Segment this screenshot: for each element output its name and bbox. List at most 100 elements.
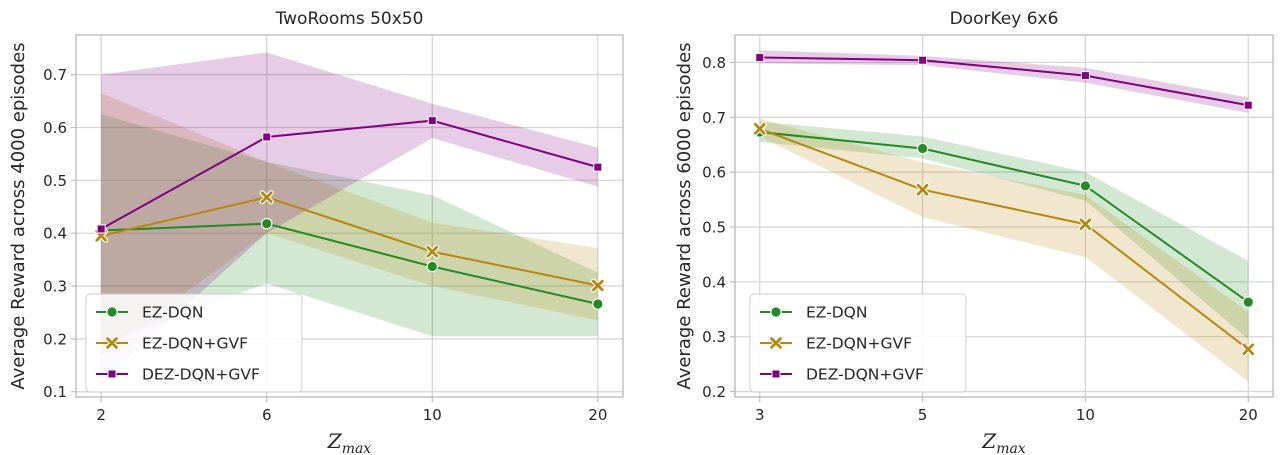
legend-item-ez-dqn: EZ-DQN [96,304,203,322]
marker-x-stroke [1242,343,1255,356]
legend-label: EZ-DQN [142,304,203,322]
chart-title: DoorKey 6x6 [950,9,1059,29]
x-axis-label: Zmax [327,429,372,455]
confidence-band-ez-dqn [759,121,1249,340]
data-point-ez-dqn-gvf [1241,342,1256,357]
marker-x-stroke [916,183,929,196]
y-axis-label: Average Reward across 4000 episodes [8,42,29,389]
plot-frame [75,34,624,398]
legend-label: EZ-DQN+GVF [142,335,248,353]
data-point-ez-dqn [916,142,929,155]
data-point-ez-dqn-gvf [915,182,930,197]
data-point-ez-dqn [426,260,439,273]
confidence-band-dez-dqn-gvf [759,50,1249,113]
x-axis-label: Zmax [981,429,1026,455]
y-tick-label: 0.6 [43,119,67,137]
y-tick-label: 0.5 [43,172,67,190]
x-tick-label: 20 [1239,406,1258,424]
legend: EZ-DQN EZ-DQN+GVF DEZ-DQN+GVF [749,293,967,393]
legend: EZ-DQN EZ-DQN+GVF DEZ-DQN+GVF [85,293,303,393]
confidence-band-dez-dqn-gvf [101,52,598,382]
x-axis-label-subscript: max [996,441,1026,455]
y-tick-label: 0.3 [702,328,726,346]
x-axis-label-subscript: max [342,441,372,455]
chart-title: TwoRooms 50x50 [275,9,424,29]
marker-x-stroke [592,279,604,292]
plot-frame [734,34,1274,398]
y-tick-label: 0.4 [702,273,726,291]
y-tick-label: 0.7 [702,109,726,127]
data-point-ez-dqn [592,298,604,310]
x-tick-label: 10 [423,406,442,424]
y-tick-label: 0.5 [702,218,726,236]
legend-marker [106,306,118,318]
legend-label: EZ-DQN [806,304,867,322]
x-axis-label-main: Z [327,429,343,453]
legend-item-ez-dqn-gvf: EZ-DQN+GVF [96,335,248,353]
data-point-ez-dqn-gvf [259,190,274,205]
marker-x-stroke [753,122,766,135]
y-tick-label: 0.4 [43,225,67,243]
y-tick-label: 0.1 [43,383,67,401]
series-line-ez-dqn [759,131,1249,303]
marker-x-stroke [106,337,118,349]
data-point-dez-dqn-gvf [593,162,603,172]
legend-item-dez-dqn-gvf: DEZ-DQN+GVF [760,366,924,384]
data-point-ez-dqn-gvf [590,278,605,293]
x-tick-label: 10 [1076,406,1095,424]
legend-label: DEZ-DQN+GVF [142,366,260,384]
marker-x-stroke [1079,218,1092,231]
legend-item-ez-dqn-gvf: EZ-DQN+GVF [760,335,912,353]
data-point-dez-dqn-gvf [96,224,106,234]
y-tick-label: 0.2 [702,383,726,401]
x-tick-label: 2 [96,406,106,424]
data-point-ez-dqn-gvf [752,121,767,136]
data-point-dez-dqn-gvf [1080,71,1090,81]
series-line-dez-dqn-gvf [759,56,1249,107]
chart-doorkey: 0.2 0.3 0.4 0.5 0.6 0.7 0.8 3 5 10 20 DoorKey 6x6 Av… [674,9,1274,455]
data-point-ez-dqn-gvf [1078,217,1093,232]
marker-x-stroke [426,245,439,258]
marker-x-stroke [260,191,273,204]
legend-box [749,293,967,393]
x-tick-label: 20 [588,406,607,424]
marker-x-stroke [770,337,782,349]
y-tick-label: 0.3 [43,278,67,296]
legend-label: DEZ-DQN+GVF [806,366,924,384]
data-point-ez-dqn [1242,296,1255,308]
legend-item-dez-dqn-gvf: DEZ-DQN+GVF [96,366,260,384]
y-tick-label: 0.2 [43,330,67,348]
data-point-dez-dqn-gvf [1243,100,1253,110]
legend-marker [770,306,782,318]
confidence-band-ez-dqn-gvf [759,118,1249,382]
legend-marker [107,369,117,379]
chart-tworooms: 0.1 0.2 0.3 0.4 0.5 0.6 0.7 2 6 10 20 TwoRooms 50x5… [8,9,624,455]
x-tick-label: 3 [755,406,765,424]
x-axis-label-main: Z [981,429,997,453]
series-line-dez-dqn-gvf [100,119,599,230]
y-tick-label: 0.7 [43,66,67,84]
confidence-band-ez-dqn [101,114,598,345]
data-point-dez-dqn-gvf [918,55,928,65]
legend-marker [769,336,783,350]
data-point-ez-dqn [1079,180,1092,192]
x-tick-label: 6 [262,406,272,424]
data-point-dez-dqn-gvf [262,132,272,142]
data-point-ez-dqn-gvf [425,244,440,259]
series-line-ez-dqn-gvf [100,196,599,287]
series-line-ez-dqn [101,222,599,305]
y-tick-label: 0.8 [702,54,726,72]
data-point-dez-dqn-gvf [427,116,437,126]
legend-label: EZ-DQN+GVF [806,335,912,353]
y-tick-label: 0.6 [702,164,726,182]
legend-marker [105,336,119,350]
data-point-ez-dqn [260,217,273,230]
legend-marker [771,369,781,379]
legend-box [85,293,303,393]
y-axis-label: Average Reward across 6000 episodes [674,42,695,389]
data-point-dez-dqn-gvf [755,52,765,62]
legend-item-ez-dqn: EZ-DQN [760,304,867,322]
x-tick-label: 5 [918,406,928,424]
series-line-ez-dqn-gvf [759,127,1249,351]
